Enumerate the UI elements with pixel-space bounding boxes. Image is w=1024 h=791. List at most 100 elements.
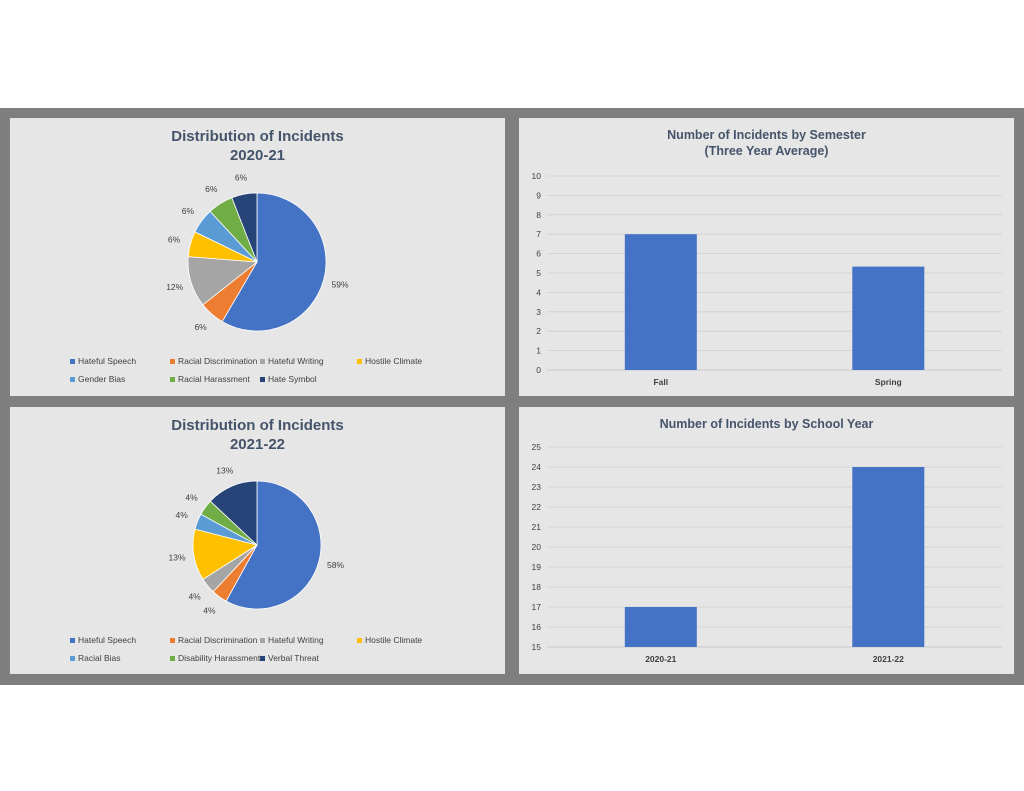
y-tick-label: 19 <box>532 562 542 572</box>
y-tick-label: 8 <box>536 210 541 220</box>
y-tick-label: 16 <box>532 622 542 632</box>
bar-chart-school-year: 15 16 17 18 19 20 21 22 23 24 25 2020-21 2021-22 <box>532 442 1002 664</box>
x-tick-label-2021-22: 2021-22 <box>873 654 904 664</box>
pie-chart-2020-21: 59% 6% 12% 6% 6% 6% 6% <box>166 173 349 332</box>
pie-data-label-hostile-climate: 6% <box>168 235 181 245</box>
legend-label: Racial Discrimination <box>178 356 258 366</box>
legend-swatch <box>260 377 265 383</box>
pie-data-label-hateful-writing: 12% <box>166 282 183 292</box>
pie-data-label-racial-discrimination: 4% <box>203 606 216 616</box>
pie-slice-verbal-threat <box>209 480 258 546</box>
pie-chart-title: Distribution of Incidents 2020-21 <box>10 128 505 166</box>
y-tick-label: 4 <box>536 287 541 297</box>
bar-2021-22 <box>852 467 925 647</box>
legend-swatch <box>357 638 362 644</box>
bar-fall <box>624 234 697 370</box>
x-tick-label-2020-21: 2020-21 <box>645 654 676 664</box>
x-tick-label-fall: Fall <box>653 377 668 387</box>
legend-item-hate-symbol: Hate Symbol <box>260 374 317 384</box>
y-tick-label: 7 <box>536 229 541 239</box>
bar-spring <box>852 266 925 370</box>
legend-label: Hateful Writing <box>268 356 324 366</box>
pie-data-label-disability-harassment: 4% <box>185 492 198 502</box>
legend-swatch <box>70 377 75 383</box>
y-tick-label: 23 <box>532 482 542 492</box>
bar-2020-21 <box>624 607 697 647</box>
pie-data-label-hateful-speech: 59% <box>331 280 348 290</box>
pie-panel-2020-21: Distribution of Incidents 2020-21 59% 6% 1… <box>10 118 505 396</box>
pie-title-line-1: Distribution of Incidents <box>171 417 344 434</box>
y-tick-label: 24 <box>532 462 542 472</box>
legend-swatch <box>260 359 265 365</box>
y-tick-label: 2 <box>536 326 541 336</box>
legend-label: Verbal Threat <box>268 653 319 663</box>
y-tick-label: 3 <box>536 307 541 317</box>
bar-panel-school-year: Number of Incidents by School Year 15 16 1… <box>519 407 1014 674</box>
legend-item-hateful-writing: Hateful Writing <box>260 635 324 645</box>
legend-label: Hateful Speech <box>78 635 137 645</box>
pie-legend-2021-22: Hateful Speech Racial Discrimination Hatef… <box>70 635 490 669</box>
legend-item-hostile-climate: Hostile Climate <box>357 356 422 366</box>
pie-slice-hateful-speech <box>225 480 322 610</box>
pie-data-label-racial-bias: 4% <box>176 510 189 520</box>
legend-swatch <box>170 638 175 644</box>
bar-chart-title: Number of Incidents by School Year <box>519 417 1014 433</box>
legend-item-gender-bias: Gender Bias <box>70 374 125 384</box>
legend-label: Gender Bias <box>78 374 126 384</box>
legend-label: Racial Discrimination <box>178 635 258 645</box>
pie-data-label-hostile-climate: 13% <box>168 553 185 563</box>
pie-slice-hate-symbol <box>231 192 258 263</box>
legend-label: Disability Harassment <box>178 653 261 663</box>
legend-item-racial-bias: Racial Bias <box>70 653 121 663</box>
legend-swatch <box>260 638 265 644</box>
pie-data-label-racial-harassment: 6% <box>205 184 218 194</box>
pie-title-line-2: 2021-22 <box>229 435 286 453</box>
legend-swatch <box>170 377 175 383</box>
pie-chart-2021-22: 58%4%4%13%4%4%13% <box>168 466 344 616</box>
legend-item-hateful-speech: Hateful Speech <box>70 635 136 645</box>
pie-title-line-2: 2020-21 <box>229 146 286 164</box>
pie-data-label-hateful-writing: 4% <box>188 592 201 602</box>
legend-label: Hateful Writing <box>268 635 324 645</box>
y-tick-label: 1 <box>536 346 541 356</box>
legend-item-hateful-writing: Hateful Writing <box>260 356 324 366</box>
legend-swatch <box>260 656 265 662</box>
legend-item-disability-harassment: Disability Harassment <box>170 653 260 663</box>
legend-swatch <box>170 656 175 662</box>
y-tick-label: 20 <box>532 542 542 552</box>
pie-data-label-racial-discrimination: 6% <box>194 322 207 332</box>
bar-chart-semester: 0 1 2 3 4 5 6 7 8 9 10 Fall Spring <box>532 171 1002 387</box>
pie-legend-2020-21: Hateful Speech Racial Discrimination Hatef… <box>70 356 490 390</box>
legend-label: Hostile Climate <box>365 356 423 366</box>
pie-data-label-verbal-threat: 13% <box>216 466 233 476</box>
legend-label: Racial Harassment <box>178 374 250 384</box>
y-tick-label: 17 <box>532 602 542 612</box>
bar-title-line-1: Number of Incidents by School Year <box>659 417 874 431</box>
bar-title-line-1: Number of Incidents by Semester <box>667 128 866 142</box>
legend-swatch <box>357 359 362 365</box>
pie-data-label-gender-bias: 6% <box>182 206 195 216</box>
legend-label: Hate Symbol <box>268 374 317 384</box>
bar-chart-title: Number of Incidents by Semester (Three Y… <box>519 128 1014 159</box>
y-tick-label: 6 <box>536 249 541 259</box>
pie-slice-hateful-speech <box>221 192 327 332</box>
legend-swatch <box>70 656 75 662</box>
y-tick-label: 25 <box>532 442 542 452</box>
pie-title-line-1: Distribution of Incidents <box>171 128 344 145</box>
y-tick-label: 9 <box>536 190 541 200</box>
legend-swatch <box>170 359 175 365</box>
y-tick-label: 5 <box>536 268 541 278</box>
legend-item-racial-harassment: Racial Harassment <box>170 374 250 384</box>
legend-swatch <box>70 638 75 644</box>
legend-item-verbal-threat: Verbal Threat <box>260 653 319 663</box>
y-tick-label: 22 <box>532 502 542 512</box>
legend-label: Hateful Speech <box>78 356 137 366</box>
legend-swatch <box>70 359 75 365</box>
pie-panel-2021-22: Distribution of Incidents 2021-22 58% 4% 4… <box>10 407 505 674</box>
legend-item-hateful-speech: Hateful Speech <box>70 356 136 366</box>
legend-item-racial-discrimination: Racial Discrimination <box>170 635 257 645</box>
y-tick-label: 21 <box>532 522 542 532</box>
pie-chart-title: Distribution of Incidents 2021-22 <box>10 417 505 455</box>
y-tick-label: 15 <box>532 642 542 652</box>
y-tick-label: 0 <box>536 365 541 375</box>
